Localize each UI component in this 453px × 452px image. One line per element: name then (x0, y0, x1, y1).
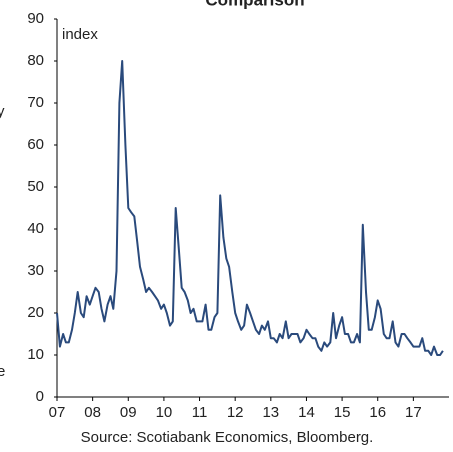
y-tick-label: 30 (27, 262, 44, 279)
x-tick-label: 08 (84, 404, 101, 421)
y-tick-label: 0 (36, 388, 44, 405)
x-tick-label: 14 (298, 404, 315, 421)
x-tick-label: 16 (369, 404, 386, 421)
line-series (56, 60, 444, 356)
chart-title: Comparison (205, 0, 304, 9)
y-axis-label: index (62, 26, 98, 43)
y-tick-label: 10 (27, 346, 44, 363)
y-tick-label: 50 (27, 178, 44, 195)
x-tick-label: 11 (192, 404, 208, 421)
x-tick-label: 07 (49, 404, 66, 421)
x-tick-label: 10 (156, 404, 173, 421)
x-tick-label: 12 (227, 404, 244, 421)
y-tick-label: 40 (27, 220, 44, 237)
x-tick-label: 13 (262, 404, 279, 421)
source: Source: Scotiabank Economics, Bloomberg. (81, 429, 374, 446)
y-tick-label: 60 (27, 136, 44, 153)
y-tick-label: 20 (27, 304, 44, 321)
x-tick-label: 15 (334, 404, 351, 421)
y-tick-label: 80 (27, 52, 44, 69)
y-tick-label: 70 (27, 94, 44, 111)
x-tick-label: 09 (120, 404, 137, 421)
side-text: e (0, 363, 5, 380)
x-tick-label: 17 (405, 404, 422, 421)
side-text: y (0, 103, 5, 120)
y-tick-label: 90 (27, 10, 44, 27)
